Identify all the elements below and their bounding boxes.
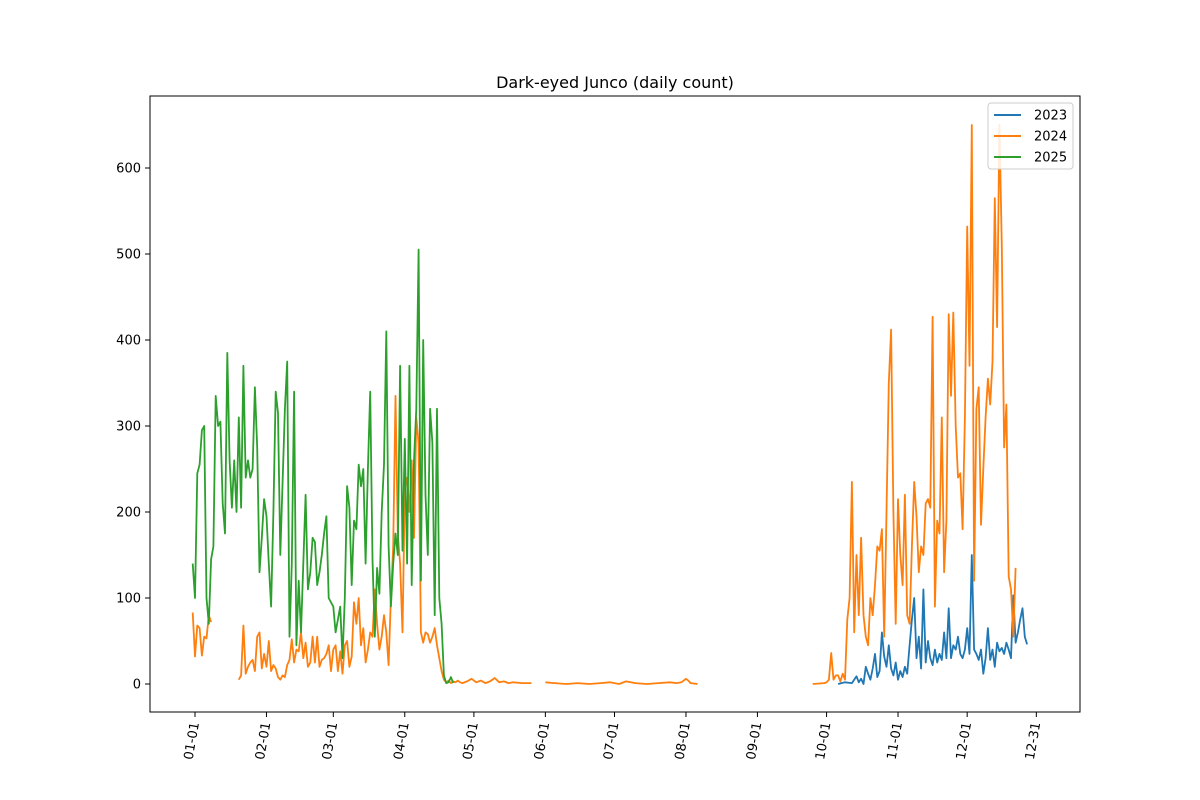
y-tick-label: 400 <box>116 334 141 349</box>
series-line-2023 <box>837 554 1028 685</box>
x-tick-label: 10-01 <box>813 721 834 761</box>
x-tick-label: 02-01 <box>253 721 274 761</box>
legend-label-2025: 2025 <box>1034 151 1067 166</box>
legend: 2023 2024 2025 <box>987 102 1074 170</box>
x-tick-label: 04-01 <box>391 721 412 761</box>
series-line-2024 <box>812 124 1017 685</box>
x-tick-label: 08-01 <box>673 721 694 761</box>
y-tick-label: 600 <box>116 162 141 177</box>
y-tick-label: 200 <box>116 506 141 521</box>
y-tick-label: 0 <box>133 678 141 693</box>
y-axis: 0 100 200 300 400 500 600 <box>116 162 150 693</box>
legend-label-2023: 2023 <box>1034 109 1067 124</box>
x-tick-label: 07-01 <box>601 721 622 761</box>
x-tick-label: 01-01 <box>182 721 203 761</box>
legend-label-2024: 2024 <box>1034 130 1067 145</box>
x-tick-label: 12-31 <box>1023 721 1044 761</box>
x-tick-label: 11-01 <box>885 721 906 761</box>
legend-box <box>987 102 1074 170</box>
x-axis: 01-01 02-01 03-01 04-01 05-01 06-01 07-01 08-01… <box>182 712 1044 761</box>
x-tick-label: 03-01 <box>320 721 341 761</box>
y-tick-label: 500 <box>116 248 141 263</box>
plot-lines <box>191 124 1028 685</box>
x-tick-label: 05-01 <box>461 721 482 761</box>
y-tick-label: 300 <box>116 420 141 435</box>
y-tick-label: 100 <box>116 592 141 607</box>
chart-title: Dark-eyed Junco (daily count) <box>496 73 734 92</box>
x-tick-label: 06-01 <box>532 721 553 761</box>
series-line-2024 <box>238 395 532 684</box>
x-tick-label: 09-01 <box>744 721 765 761</box>
series-line-2025 <box>191 248 455 684</box>
series-line-2024 <box>545 677 698 685</box>
x-tick-label: 12-01 <box>954 721 975 761</box>
